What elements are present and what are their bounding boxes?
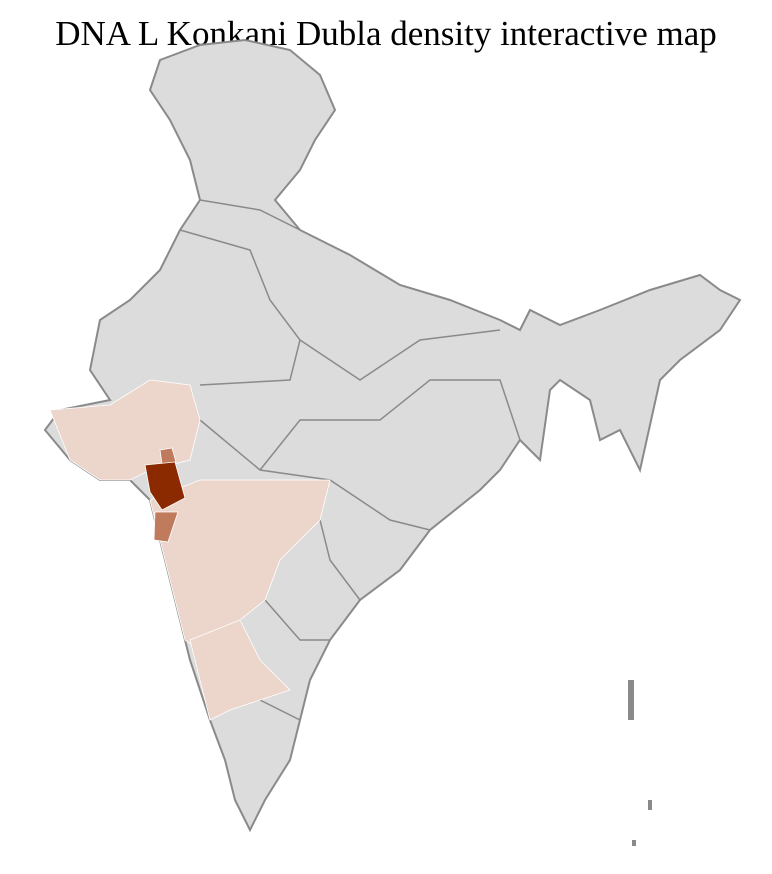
region-medium: [153, 511, 179, 543]
region-maharashtra-low: [149, 479, 331, 651]
region-medium-2: [159, 447, 177, 465]
density-regions: [49, 379, 331, 721]
map-title: DNA L Konkani Dubla density interactive …: [55, 14, 717, 53]
region-karnataka-low: [189, 619, 291, 721]
islands: [628, 680, 652, 846]
region-high: [144, 461, 186, 511]
